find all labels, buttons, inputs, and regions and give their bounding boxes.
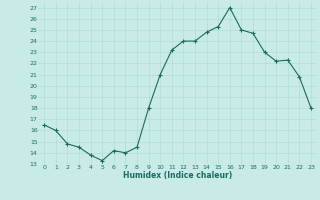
X-axis label: Humidex (Indice chaleur): Humidex (Indice chaleur) xyxy=(123,171,232,180)
